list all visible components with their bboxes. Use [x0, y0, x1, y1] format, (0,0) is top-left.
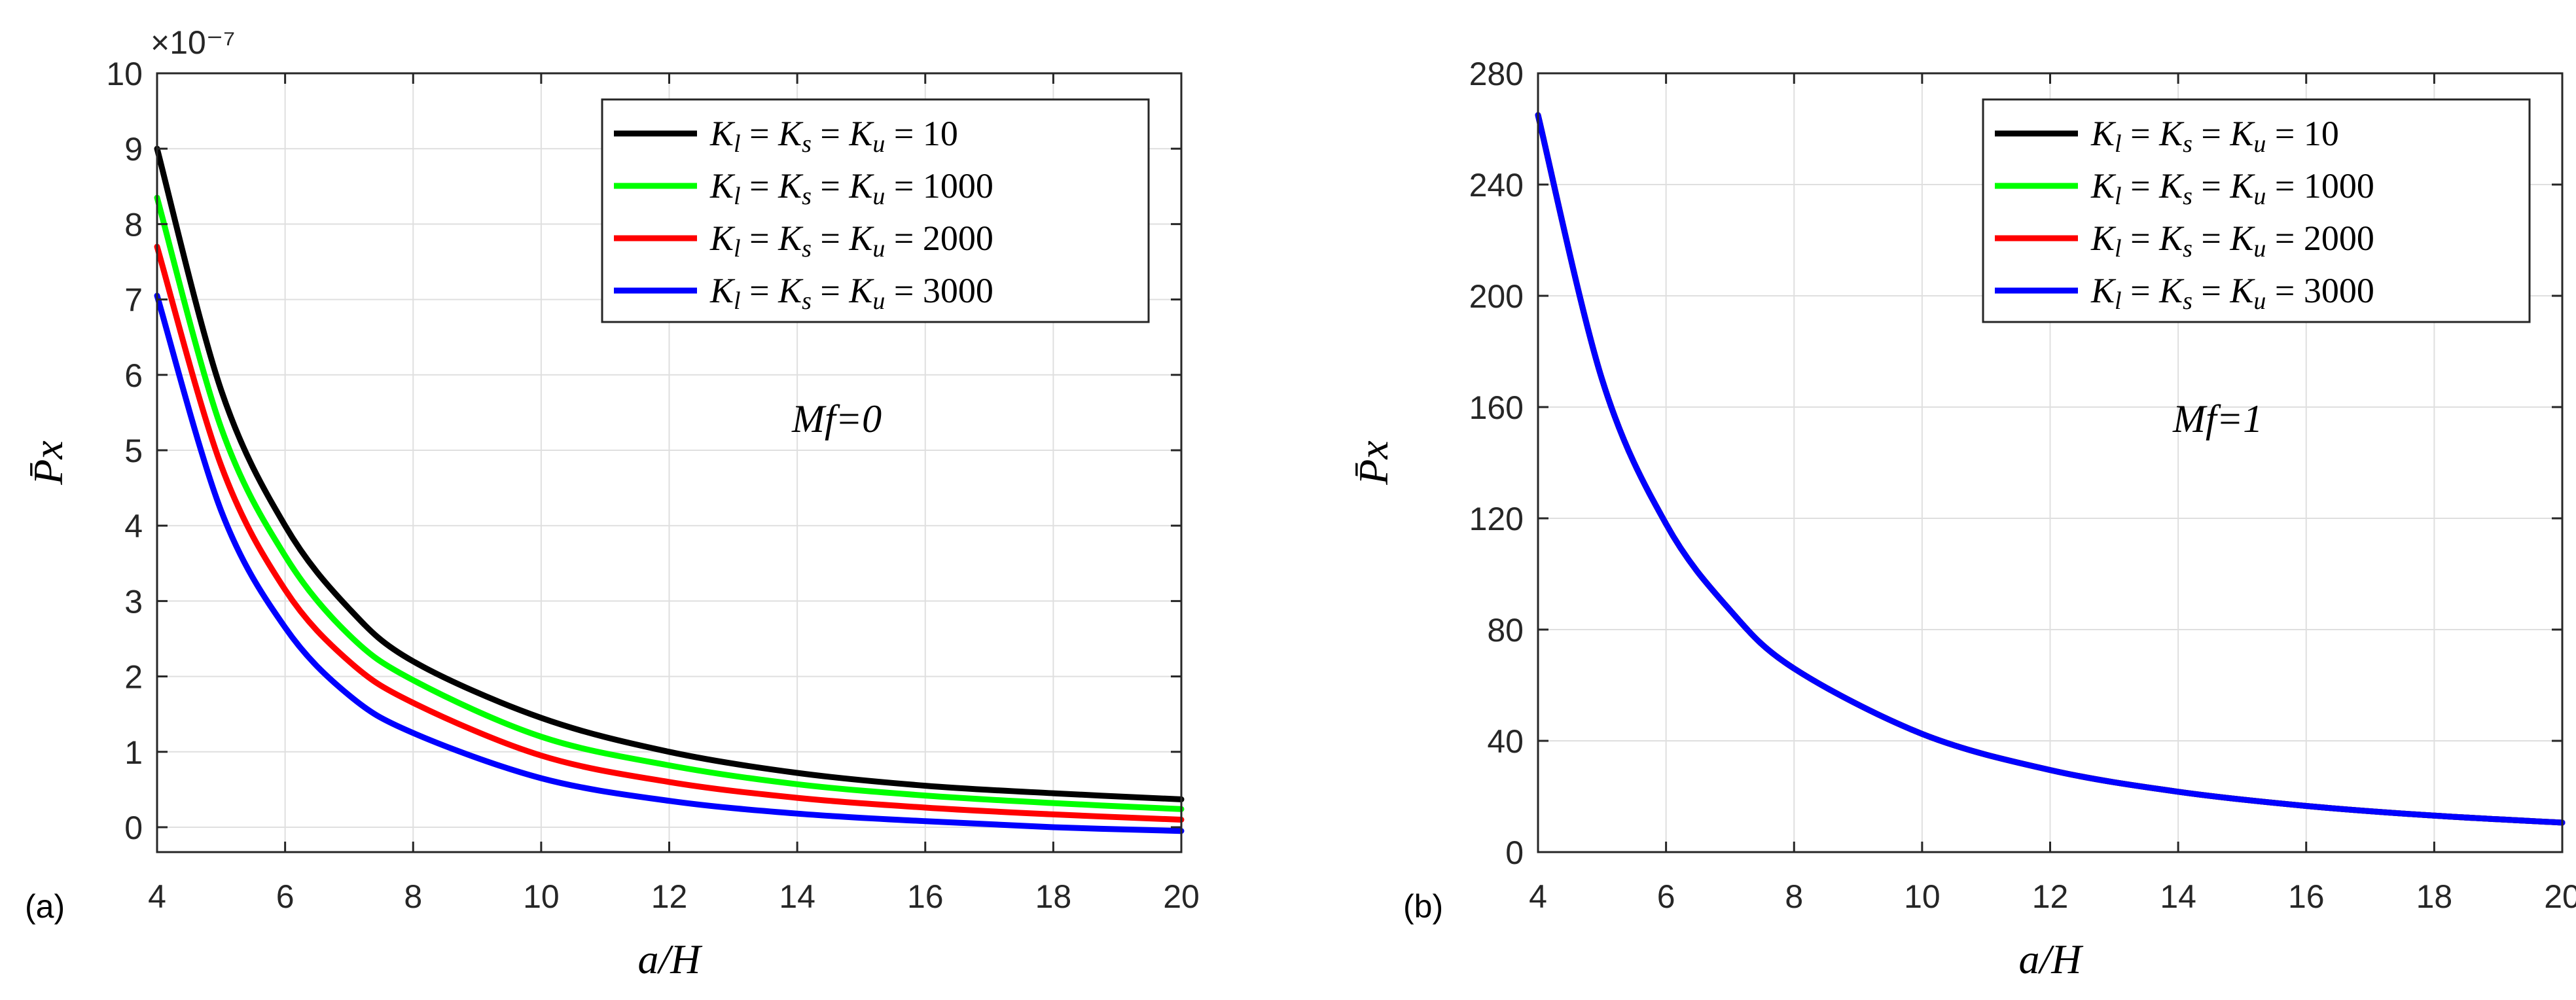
- x-tick-label: 14: [2160, 878, 2196, 915]
- y-tick-label: 200: [1469, 278, 1524, 315]
- legend-entry-label: Kl = Ks = Ku = 2000: [2090, 219, 2374, 262]
- x-tick-label: 6: [1657, 878, 1675, 915]
- legend: Kl = Ks = Ku = 10 Kl = Ks = Ku = 1000 Kl =…: [1982, 98, 2531, 323]
- x-tick-label: 4: [148, 878, 166, 915]
- y-tick-label: 240: [1469, 167, 1524, 204]
- series-line-2: [154, 194, 1185, 812]
- y-tick-label: 160: [1469, 389, 1524, 426]
- x-tick-label: 18: [1035, 878, 1072, 915]
- series-line-3: [154, 243, 1185, 823]
- y-tick-label: 0: [1505, 834, 1524, 871]
- panel-label: (a): [25, 888, 65, 925]
- legend: Kl = Ks = Ku = 10 Kl = Ks = Ku = 1000 Kl =…: [601, 98, 1150, 323]
- x-tick-label: 12: [651, 878, 688, 915]
- y-tick-label: 80: [1487, 612, 1524, 649]
- x-axis-label: a/H: [638, 936, 704, 982]
- legend-entry-label: Kl = Ks = Ku = 10: [2090, 114, 2339, 158]
- y-tick-label: 280: [1469, 56, 1524, 92]
- x-tick-label: 8: [404, 878, 422, 915]
- x-tick-label: 10: [523, 878, 560, 915]
- series-line-1: [154, 145, 1185, 802]
- y-tick-label: 40: [1487, 723, 1524, 760]
- x-tick-label: 18: [2416, 878, 2453, 915]
- x-tick-label: 12: [2032, 878, 2069, 915]
- y-tick-label: 3: [124, 583, 143, 620]
- mf-annotation: Mf=0: [791, 397, 882, 440]
- x-tick-label: 14: [779, 878, 815, 915]
- y-tick-label: 1: [124, 734, 143, 771]
- x-tick-label: 8: [1785, 878, 1803, 915]
- x-tick-label: 20: [2544, 878, 2576, 915]
- y-tick-label: 8: [124, 206, 143, 243]
- x-axis-label: a/H: [2019, 936, 2084, 982]
- chart-panel-b: 4 6 8 10 12 14 16 18 2004080120160200240280a/HP̄…: [1350, 56, 2576, 982]
- y-tick-label: 9: [124, 131, 143, 168]
- legend-entry-label: Kl = Ks = Ku = 1000: [2090, 166, 2374, 210]
- legend-entry-label: Kl = Ks = Ku = 3000: [2090, 271, 2374, 315]
- x-tick-label: 10: [1904, 878, 1941, 915]
- legend-entry-label: Kl = Ks = Ku = 10: [709, 114, 958, 158]
- chart-panel-a: 4 6 8 10 12 14 16 18 20012345678910×10⁻⁷a/HP̄x(a…: [25, 24, 1200, 982]
- x-tick-label: 20: [1163, 878, 1200, 915]
- y-axis-label: P̄x: [25, 440, 71, 486]
- legend-box: [601, 98, 1150, 323]
- x-tick-label: 16: [2288, 878, 2325, 915]
- y-tick-label: 10: [106, 56, 143, 92]
- series-line-4: [154, 293, 1185, 834]
- x-tick-label: 6: [276, 878, 295, 915]
- y-tick-label: 5: [124, 433, 143, 469]
- legend-entry-label: Kl = Ks = Ku = 3000: [709, 271, 993, 315]
- y-tick-label: 120: [1469, 501, 1524, 537]
- legend-entry-label: Kl = Ks = Ku = 1000: [709, 166, 993, 210]
- x-tick-label: 4: [1529, 878, 1547, 915]
- legend-entry-label: Kl = Ks = Ku = 2000: [709, 219, 993, 262]
- y-exponent-label: ×10⁻⁷: [151, 24, 235, 61]
- y-tick-label: 6: [124, 357, 143, 394]
- x-tick-label: 16: [907, 878, 944, 915]
- y-tick-label: 7: [124, 282, 143, 319]
- y-tick-label: 4: [124, 508, 143, 545]
- y-tick-label: 0: [124, 810, 143, 846]
- y-axis-label: P̄x: [1350, 440, 1397, 486]
- series-line-4: [1535, 112, 2566, 826]
- mf-annotation: Mf=1: [2172, 397, 2263, 440]
- legend-box: [1982, 98, 2531, 323]
- panel-label: (b): [1403, 888, 1443, 925]
- y-tick-label: 2: [124, 659, 143, 696]
